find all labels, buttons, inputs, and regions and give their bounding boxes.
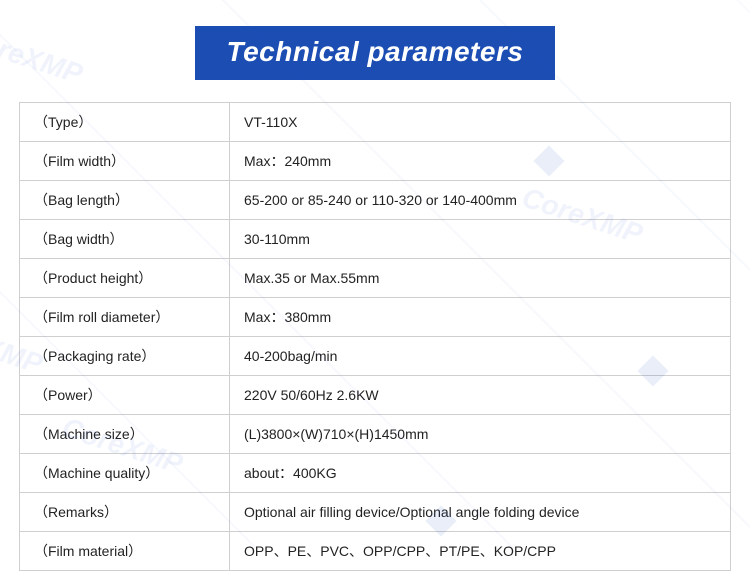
spec-label: （Bag length）	[20, 181, 230, 220]
spec-label: （Bag width）	[20, 220, 230, 259]
spec-value: OPP、PE、PVC、OPP/CPP、PT/PE、KOP/CPP	[230, 532, 731, 571]
spec-value: VT-110X	[230, 103, 731, 142]
table-row: （Packaging rate） 40-200bag/min	[20, 337, 731, 376]
spec-label: （Machine size）	[20, 415, 230, 454]
spec-value: Max：240mm	[230, 142, 731, 181]
spec-label: （Product height）	[20, 259, 230, 298]
spec-value: 220V 50/60Hz 2.6KW	[230, 376, 731, 415]
spec-label: （Machine quality）	[20, 454, 230, 493]
title-container: Technical parameters	[0, 0, 750, 102]
table-row: （Film material） OPP、PE、PVC、OPP/CPP、PT/PE…	[20, 532, 731, 571]
spec-value: (L)3800×(W)710×(H)1450mm	[230, 415, 731, 454]
table-row: （Machine quality） about：400KG	[20, 454, 731, 493]
table-row: （Power） 220V 50/60Hz 2.6KW	[20, 376, 731, 415]
table-row: （Bag length） 65-200 or 85-240 or 110-320…	[20, 181, 731, 220]
spec-label: （Film width）	[20, 142, 230, 181]
table-row: （Product height） Max.35 or Max.55mm	[20, 259, 731, 298]
spec-value: Max：380mm	[230, 298, 731, 337]
spec-label: （Remarks）	[20, 493, 230, 532]
spec-value: Optional air filling device/Optional ang…	[230, 493, 731, 532]
spec-label: （Film material）	[20, 532, 230, 571]
spec-label: （Packaging rate）	[20, 337, 230, 376]
table-row: （Machine size） (L)3800×(W)710×(H)1450mm	[20, 415, 731, 454]
spec-value: 30-110mm	[230, 220, 731, 259]
table-row: （Bag width） 30-110mm	[20, 220, 731, 259]
spec-label: （Film roll diameter）	[20, 298, 230, 337]
spec-value: about：400KG	[230, 454, 731, 493]
table-row: （Film roll diameter） Max：380mm	[20, 298, 731, 337]
spec-label: （Power）	[20, 376, 230, 415]
page-title: Technical parameters	[195, 26, 556, 80]
spec-table: （Type） VT-110X （Film width） Max：240mm （B…	[19, 102, 731, 571]
spec-value: 65-200 or 85-240 or 110-320 or 140-400mm	[230, 181, 731, 220]
table-row: （Type） VT-110X	[20, 103, 731, 142]
table-row: （Film width） Max：240mm	[20, 142, 731, 181]
spec-value: 40-200bag/min	[230, 337, 731, 376]
table-row: （Remarks） Optional air filling device/Op…	[20, 493, 731, 532]
spec-label: （Type）	[20, 103, 230, 142]
spec-value: Max.35 or Max.55mm	[230, 259, 731, 298]
